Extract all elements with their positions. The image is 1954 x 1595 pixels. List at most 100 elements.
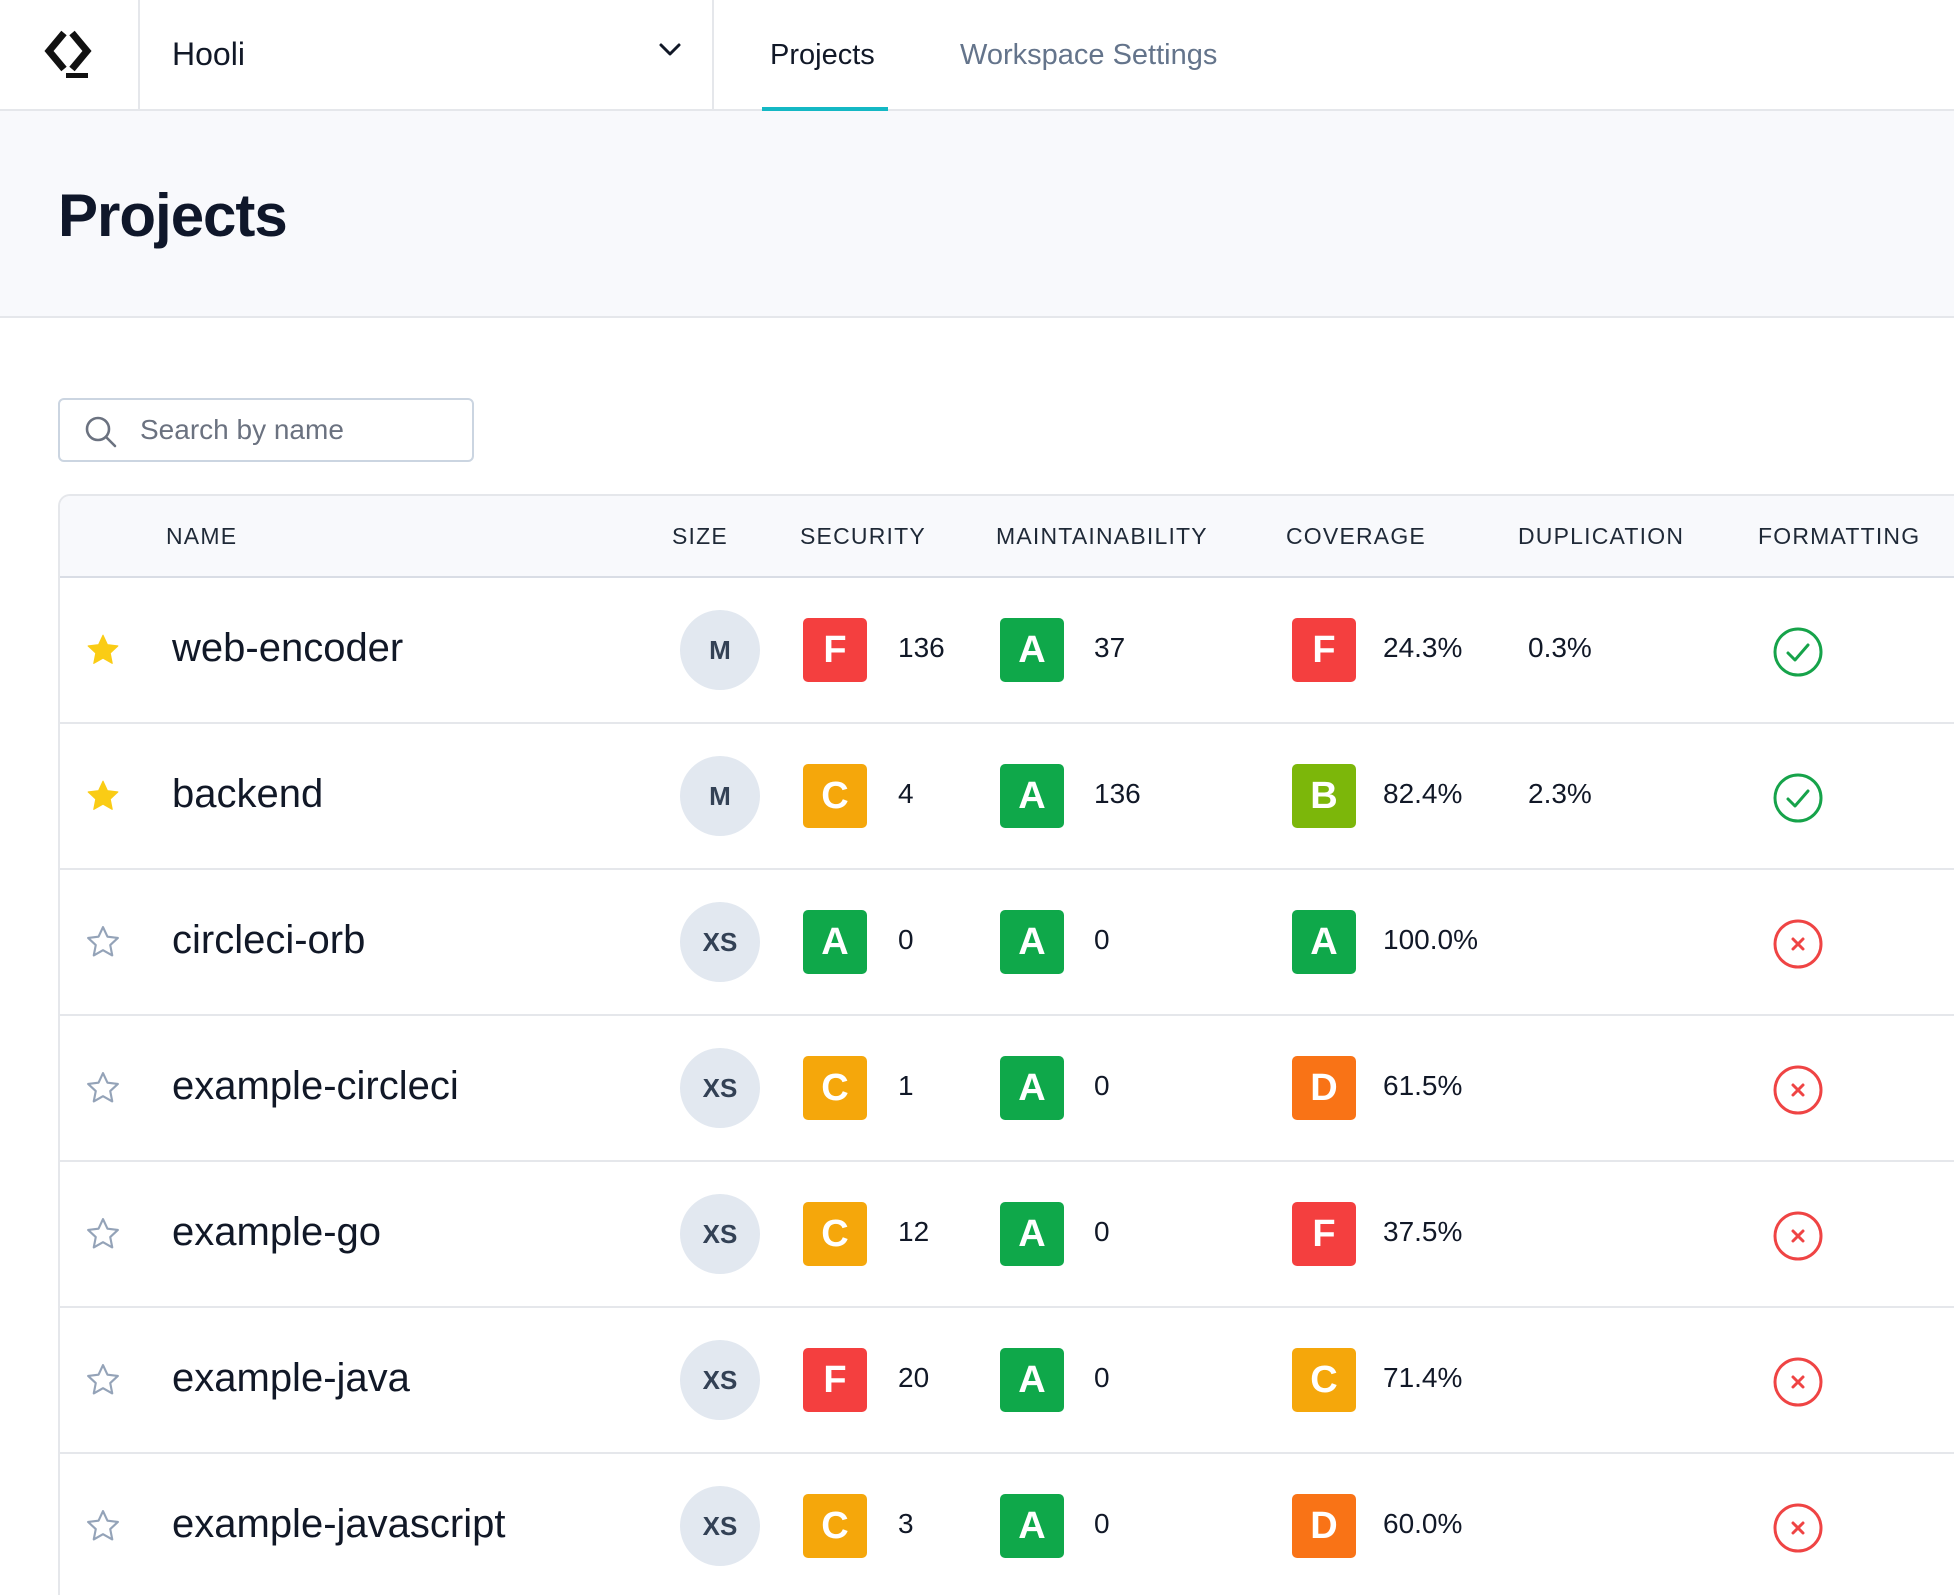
size-label: M — [709, 634, 731, 665]
security-grade: F — [823, 628, 847, 671]
size-label: XS — [702, 1218, 738, 1249]
coverage-grade: D — [1310, 1066, 1338, 1109]
coverage-grade: D — [1310, 1504, 1338, 1547]
logo[interactable] — [0, 0, 140, 109]
star-outline-icon[interactable] — [86, 1509, 120, 1543]
security-grade: C — [821, 1504, 849, 1547]
x-circle-icon — [1773, 1065, 1823, 1115]
table-row[interactable]: example-circleci XS C 1 A 0 D 61.5% — [60, 1016, 1954, 1162]
security-issues: 20 — [898, 1362, 930, 1393]
star-outline-icon[interactable] — [86, 1363, 120, 1397]
maintainability-grade-badge: A — [1000, 910, 1064, 974]
x-circle-icon — [1773, 919, 1823, 969]
size-label: XS — [702, 1510, 738, 1541]
workspace-selector[interactable]: Hooli — [140, 0, 714, 109]
tab-projects[interactable]: Projects — [770, 0, 875, 111]
security-grade-badge: C — [803, 1494, 867, 1558]
security-grade-badge: F — [803, 618, 867, 682]
tab-workspace-settings-label: Workspace Settings — [960, 39, 1218, 71]
coverage-grade-badge: F — [1292, 1202, 1356, 1266]
table-row[interactable]: web-encoder M F 136 A 37 F 24.3% 0.3% — [60, 578, 1954, 724]
page-title: Projects — [58, 182, 288, 249]
project-name[interactable]: web-encoder — [172, 626, 404, 670]
size-label: XS — [702, 1364, 738, 1395]
table-row[interactable]: backend M C 4 A 136 B 82.4% 2.3% — [60, 724, 1954, 870]
security-issues: 1 — [898, 1070, 914, 1101]
maintainability-grade: A — [1018, 920, 1046, 963]
maintainability-grade-badge: A — [1000, 618, 1064, 682]
tab-workspace-settings[interactable]: Workspace Settings — [960, 0, 1217, 111]
project-name[interactable]: example-go — [172, 1210, 382, 1254]
project-name[interactable]: example-java — [172, 1356, 410, 1400]
security-grade-badge: C — [803, 1202, 867, 1266]
coverage-grade: A — [1310, 920, 1338, 963]
star-filled-icon[interactable] — [86, 633, 120, 667]
project-name[interactable]: circleci-orb — [172, 918, 366, 962]
maintainability-grade: A — [1018, 628, 1046, 671]
table-row[interactable]: example-go XS C 12 A 0 F 37.5% — [60, 1162, 1954, 1308]
workspace-name: Hooli — [172, 36, 245, 72]
maintainability-grade: A — [1018, 1358, 1046, 1401]
search-input[interactable] — [140, 400, 460, 460]
column-header-security[interactable]: SECURITY — [800, 523, 926, 549]
column-header-name[interactable]: NAME — [166, 523, 238, 549]
star-filled-icon[interactable] — [86, 779, 120, 813]
active-tab-indicator — [762, 107, 888, 111]
column-header-formatting[interactable]: FORMATTING — [1758, 523, 1921, 549]
coverage-grade-badge: B — [1292, 764, 1356, 828]
security-grade: C — [821, 1066, 849, 1109]
column-header-size[interactable]: SIZE — [672, 523, 728, 549]
maintainability-issues: 0 — [1094, 1508, 1110, 1539]
size-label: M — [709, 780, 731, 811]
project-name[interactable]: example-circleci — [172, 1064, 459, 1108]
coverage-grade: C — [1310, 1358, 1338, 1401]
page-header: Projects — [0, 111, 1954, 318]
column-header-duplication[interactable]: DUPLICATION — [1518, 523, 1685, 549]
security-grade-badge: C — [803, 1056, 867, 1120]
security-grade-badge: C — [803, 764, 867, 828]
maintainability-grade-badge: A — [1000, 1494, 1064, 1558]
star-outline-icon[interactable] — [86, 1217, 120, 1251]
security-grade: A — [821, 920, 849, 963]
coverage-grade-badge: A — [1292, 910, 1356, 974]
star-outline-icon[interactable] — [86, 1071, 120, 1105]
size-badge: XS — [680, 1340, 760, 1420]
security-issues: 12 — [898, 1216, 930, 1247]
project-name[interactable]: backend — [172, 772, 324, 816]
coverage-value: 82.4% — [1383, 778, 1463, 809]
table-row[interactable]: example-javascript XS C 3 A 0 D 60.0% — [60, 1454, 1954, 1595]
project-name[interactable]: example-javascript — [172, 1502, 506, 1546]
table-row[interactable]: example-java XS F 20 A 0 C 71.4% — [60, 1308, 1954, 1454]
duplication-value: 0.3% — [1528, 632, 1592, 663]
security-grade: C — [821, 774, 849, 817]
check-circle-icon — [1773, 773, 1823, 823]
maintainability-grade: A — [1018, 1066, 1046, 1109]
column-header-maintainability[interactable]: MAINTAINABILITY — [996, 523, 1208, 549]
coverage-grade: B — [1310, 774, 1338, 817]
maintainability-grade: A — [1018, 1504, 1046, 1547]
check-circle-icon — [1773, 627, 1823, 677]
x-circle-icon — [1773, 1211, 1823, 1261]
search-icon — [85, 416, 117, 448]
maintainability-grade-badge: A — [1000, 1056, 1064, 1120]
size-badge: XS — [680, 902, 760, 982]
maintainability-issues: 0 — [1094, 1362, 1110, 1393]
codacy-logo-icon — [44, 30, 92, 78]
size-badge: XS — [680, 1048, 760, 1128]
maintainability-grade: A — [1018, 1212, 1046, 1255]
projects-table: NAME SIZE SECURITY MAINTAINABILITY COVER… — [58, 494, 1954, 1595]
star-outline-icon[interactable] — [86, 925, 120, 959]
size-badge: XS — [680, 1486, 760, 1566]
security-issues: 136 — [898, 632, 945, 663]
tab-projects-label: Projects — [770, 39, 875, 71]
maintainability-grade-badge: A — [1000, 1348, 1064, 1412]
coverage-grade-badge: C — [1292, 1348, 1356, 1412]
coverage-value: 61.5% — [1383, 1070, 1463, 1101]
table-row[interactable]: circleci-orb XS A 0 A 0 A 100.0% — [60, 870, 1954, 1016]
maintainability-issues: 136 — [1094, 778, 1141, 809]
column-header-coverage[interactable]: COVERAGE — [1286, 523, 1426, 549]
coverage-grade-badge: D — [1292, 1056, 1356, 1120]
security-issues: 4 — [898, 778, 914, 809]
coverage-grade: F — [1312, 1212, 1336, 1255]
coverage-value: 100.0% — [1383, 924, 1478, 955]
